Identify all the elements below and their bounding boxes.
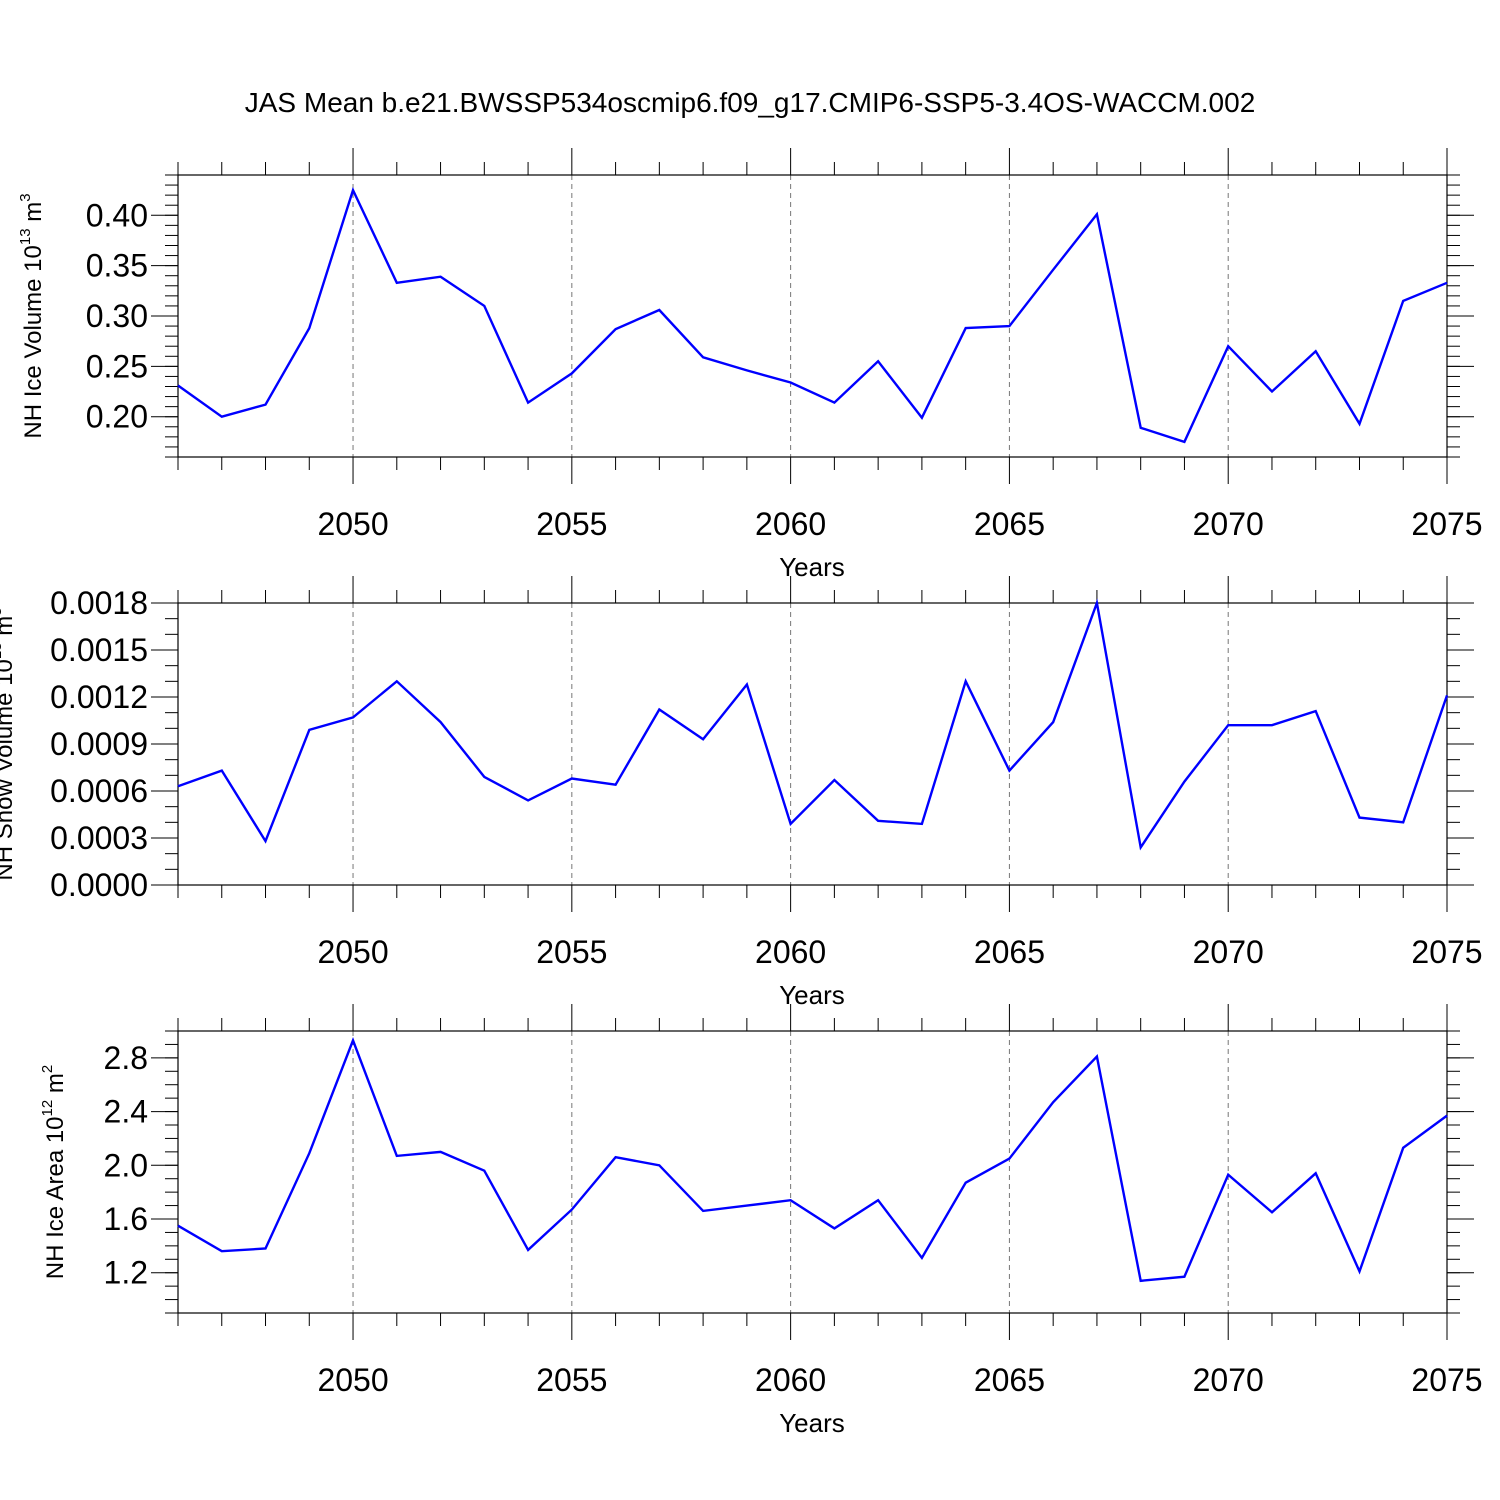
x-tick-label: 2055 xyxy=(536,1362,607,1398)
y-tick-label: 0.0006 xyxy=(50,773,148,809)
x-tick-label: 2070 xyxy=(1193,1362,1264,1398)
x-tick-label: 2075 xyxy=(1411,934,1482,970)
x-axis-label: Years xyxy=(779,1408,845,1438)
x-tick-label: 2055 xyxy=(536,934,607,970)
panel-2: 0.0000 0.0003 0.0006 0.0009 0.0012 0.0015 0.00… xyxy=(0,576,1483,1010)
x-tick-label: 2060 xyxy=(755,934,826,970)
y-tick-label: 0.40 xyxy=(86,197,148,233)
x-tick-label: 2075 xyxy=(1411,506,1482,542)
x-tick-label: 2065 xyxy=(974,506,1045,542)
figure-title: JAS Mean b.e21.BWSSP534oscmip6.f09_g17.C… xyxy=(245,87,1256,118)
series-line xyxy=(177,186,1448,444)
y-tick-label: 0.0018 xyxy=(50,585,148,621)
y-tick-label: 0.30 xyxy=(86,298,148,334)
x-tick-label: 2050 xyxy=(317,934,388,970)
panel-3: 1.2 1.6 2.0 2.4 2.8 2050 2055 2060 2065 2070 2075 Y… xyxy=(39,1004,1483,1438)
y-tick-label: 1.6 xyxy=(104,1201,148,1237)
y-tick-label: 2.4 xyxy=(104,1094,148,1130)
y-tick-label: 2.0 xyxy=(104,1147,148,1183)
x-axis-label: Years xyxy=(779,552,845,582)
x-tick-label: 2075 xyxy=(1411,1362,1482,1398)
plot-frame xyxy=(177,1030,1448,1314)
y-tick-label: 0.25 xyxy=(86,348,148,384)
y-tick-label: 0.0015 xyxy=(50,632,148,668)
y-tick-label: 0.20 xyxy=(86,399,148,435)
y-tick-label: 1.2 xyxy=(104,1255,148,1291)
x-tick-label: 2070 xyxy=(1193,506,1264,542)
y-axis-label: NH Ice Volume 1013 m3 xyxy=(17,193,47,438)
y-tick-label: 2.8 xyxy=(104,1040,148,1076)
x-tick-label: 2065 xyxy=(974,1362,1045,1398)
x-tick-label: 2065 xyxy=(974,934,1045,970)
y-tick-label: 0.0003 xyxy=(50,820,148,856)
y-tick-label: 0.0000 xyxy=(50,867,148,903)
series-line xyxy=(177,1037,1448,1283)
x-tick-label: 2050 xyxy=(317,1362,388,1398)
panel-1: 0.20 0.25 0.30 0.35 0.40 2050 2055 2060 2065 2070… xyxy=(17,148,1483,582)
x-tick-label: 2060 xyxy=(755,506,826,542)
x-tick-label: 2060 xyxy=(755,1362,826,1398)
series-line xyxy=(177,598,1449,851)
x-tick-label: 2055 xyxy=(536,506,607,542)
x-tick-label: 2070 xyxy=(1193,934,1264,970)
y-tick-label: 0.35 xyxy=(86,248,148,284)
y-tick-label: 0.0009 xyxy=(50,726,148,762)
y-axis-label: NH Snow Volume 1013 m3 xyxy=(0,607,18,880)
x-tick-label: 2050 xyxy=(317,506,388,542)
y-tick-label: 0.0012 xyxy=(50,679,148,715)
x-axis-label: Years xyxy=(779,980,845,1010)
y-axis-label: NH Ice Area 1012 m2 xyxy=(39,1065,69,1279)
